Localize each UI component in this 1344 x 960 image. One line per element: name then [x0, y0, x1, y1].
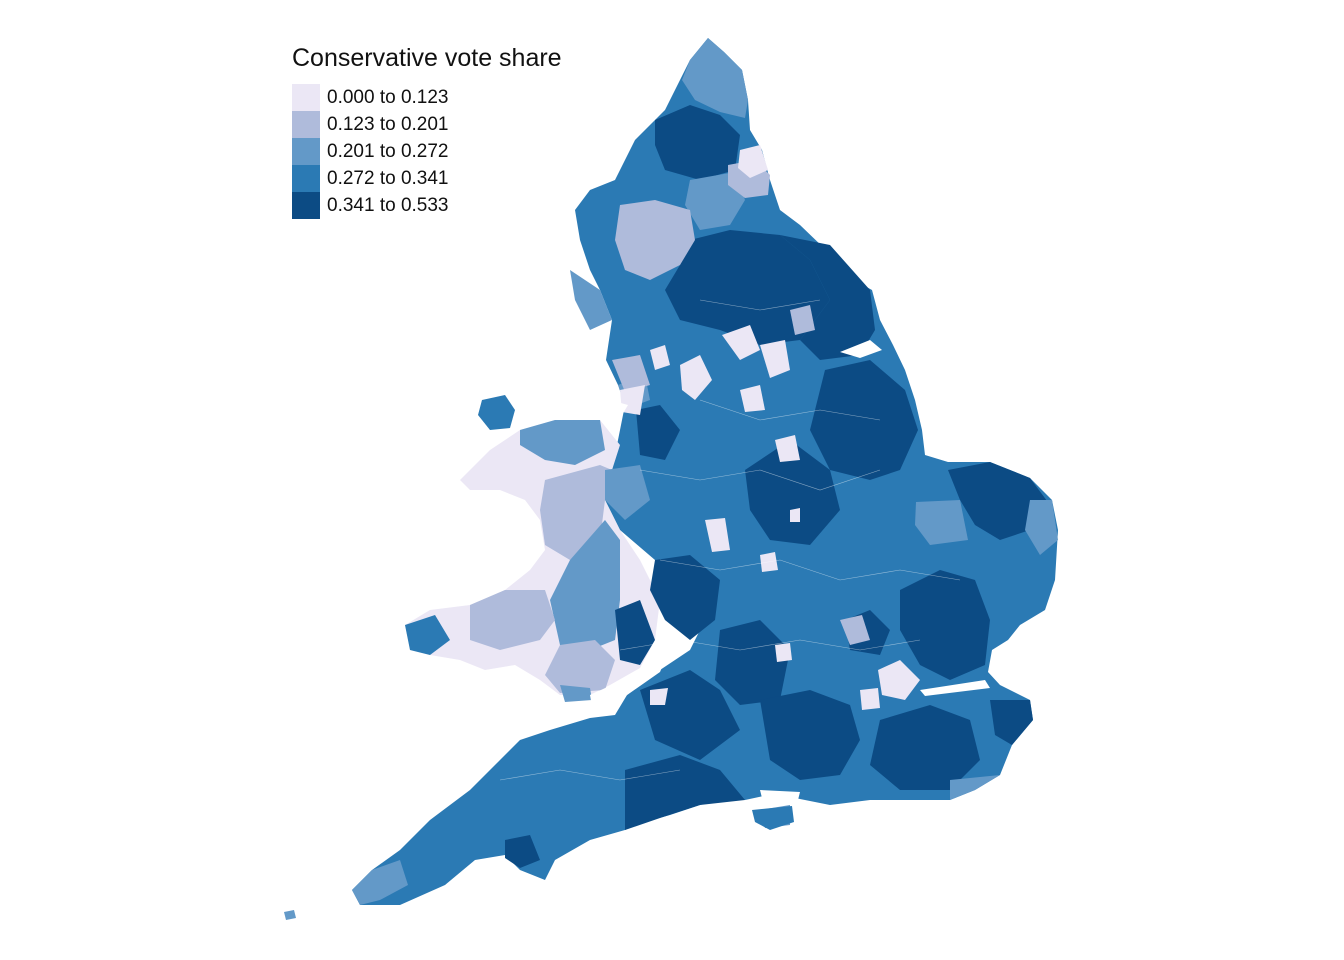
boundary-line [699, 399, 881, 421]
legend-item: 0.341 to 0.533 [292, 192, 562, 219]
constituency-area [680, 355, 712, 400]
constituency-area [915, 500, 968, 545]
constituency-area [810, 360, 918, 480]
constituency-area [738, 145, 768, 178]
constituency-area [570, 270, 612, 330]
constituency-area [505, 835, 540, 868]
solent [760, 790, 800, 800]
constituency-area [1025, 500, 1058, 555]
isle-of-wight [752, 806, 794, 830]
constituency-area [870, 705, 980, 790]
constituency-area [520, 420, 605, 465]
constituency-area [840, 615, 870, 645]
constituency-area [760, 690, 860, 780]
constituency-area [790, 305, 815, 335]
constituency-area [740, 385, 765, 412]
legend-swatch [292, 192, 320, 219]
boundary-line [659, 559, 961, 581]
legend-label: 0.341 to 0.533 [327, 194, 449, 216]
constituency-area [990, 700, 1033, 745]
england-lightest-constituencies [620, 145, 920, 710]
scilly-islands [284, 910, 296, 920]
constituency-area [625, 755, 745, 830]
constituency-area [615, 200, 695, 280]
constituency-area [655, 105, 740, 180]
constituency-area [950, 775, 1000, 800]
legend-label: 0.123 to 0.201 [327, 113, 449, 135]
legend-swatch [292, 138, 320, 165]
legend-item: 0.123 to 0.201 [292, 111, 562, 138]
constituency-area [722, 325, 760, 360]
bristol-channel [590, 660, 665, 706]
constituency-area [900, 570, 990, 680]
constituency-area [682, 38, 748, 118]
humber-estuary [840, 340, 882, 358]
constituency-area [470, 590, 555, 650]
legend-label: 0.272 to 0.341 [327, 167, 449, 189]
constituency-area [860, 688, 880, 710]
constituency-area [545, 640, 615, 693]
constituency-area [612, 355, 650, 392]
legend-swatch [292, 84, 320, 111]
constituency-area [775, 643, 792, 662]
legend-swatch [292, 165, 320, 192]
map-legend: Conservative vote share 0.000 to 0.123 0… [292, 44, 562, 219]
constituency-area [650, 345, 670, 370]
constituency-area [352, 860, 408, 905]
constituency-area [715, 620, 790, 705]
boundary-lines [499, 299, 961, 781]
legend-items: 0.000 to 0.123 0.123 to 0.201 0.201 to 0… [292, 84, 562, 219]
legend-item: 0.000 to 0.123 [292, 84, 562, 111]
constituency-area [775, 435, 800, 462]
boundary-line [699, 299, 821, 311]
boundary-line [639, 469, 881, 491]
thames-estuary [920, 680, 990, 696]
constituency-area [405, 615, 450, 655]
constituency-area [780, 235, 875, 360]
constituency-area [550, 520, 620, 650]
constituency-area [878, 660, 920, 700]
constituency-area [665, 230, 830, 345]
wales-constituencies [405, 420, 655, 702]
constituency-area [605, 465, 650, 520]
boundary-line [499, 769, 681, 781]
legend-swatch [292, 111, 320, 138]
anglesey-constituency [478, 395, 515, 430]
legend-item: 0.272 to 0.341 [292, 165, 562, 192]
constituency-area [650, 555, 720, 640]
england-light-constituencies [612, 160, 870, 645]
constituency-area [745, 440, 840, 545]
boundary-line [619, 639, 921, 651]
england-dark-constituencies [505, 105, 1050, 868]
constituency-area [560, 685, 592, 702]
legend-label: 0.201 to 0.272 [327, 140, 449, 162]
mersey-estuary [608, 400, 628, 415]
constituency-area [636, 405, 680, 460]
water-features [590, 340, 990, 800]
constituency-area [615, 600, 655, 665]
constituency-area [760, 340, 790, 378]
legend-label: 0.000 to 0.123 [327, 86, 449, 108]
constituency-area [948, 462, 1050, 540]
constituency-area [790, 508, 800, 522]
constituency-area [650, 688, 668, 705]
constituency-area [705, 518, 730, 552]
legend-title: Conservative vote share [292, 44, 562, 72]
legend-item: 0.201 to 0.272 [292, 138, 562, 165]
